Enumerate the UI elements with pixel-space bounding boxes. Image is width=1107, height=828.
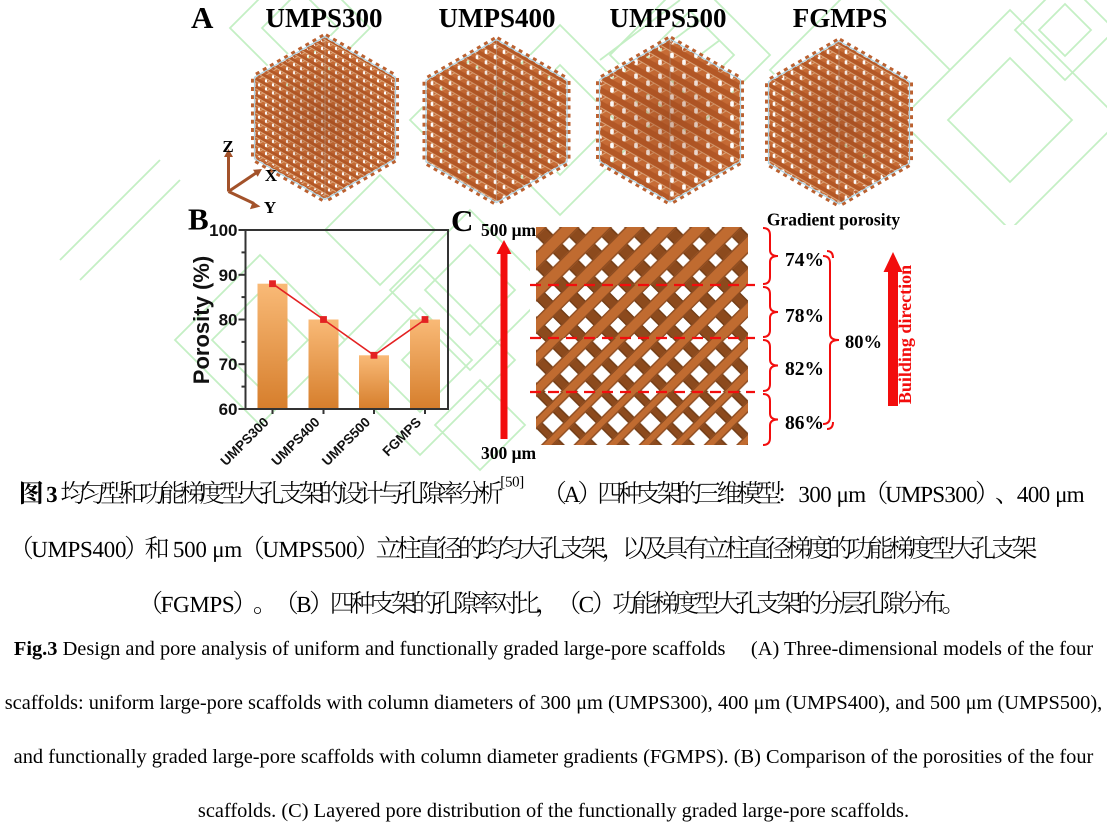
svg-text:300 μm: 300 μm [481,443,537,463]
svg-text:UMPS400: UMPS400 [439,3,556,33]
svg-text:UMPS500: UMPS500 [319,415,373,469]
svg-text:80%: 80% [845,333,882,353]
svg-text:78%: 78% [785,306,824,327]
svg-text:C: C [451,203,473,238]
svg-text:UMPS400: UMPS400 [269,415,323,469]
svg-text:70: 70 [219,355,238,374]
svg-text:500 μm: 500 μm [481,220,537,240]
svg-text:Y: Y [264,198,276,217]
svg-text:Z: Z [222,137,233,156]
svg-text:UMPS300: UMPS300 [218,415,272,469]
svg-text:90: 90 [219,266,238,285]
svg-text:74%: 74% [785,250,824,271]
svg-text:60: 60 [219,400,238,419]
svg-text:100: 100 [209,221,237,240]
svg-text:FGMPS: FGMPS [793,3,888,33]
svg-text:B: B [188,202,209,237]
svg-text:A: A [191,0,214,35]
svg-text:86%: 86% [785,413,824,434]
svg-text:UMPS500: UMPS500 [610,3,727,33]
svg-text:Porosity (%): Porosity (%) [189,256,214,384]
svg-text:80: 80 [219,311,238,330]
svg-text:82%: 82% [785,359,824,380]
svg-text:UMPS300: UMPS300 [266,3,383,33]
svg-text:X: X [265,166,278,185]
svg-text:Gradient porosity: Gradient porosity [767,210,901,230]
svg-text:Building direction: Building direction [895,265,915,404]
